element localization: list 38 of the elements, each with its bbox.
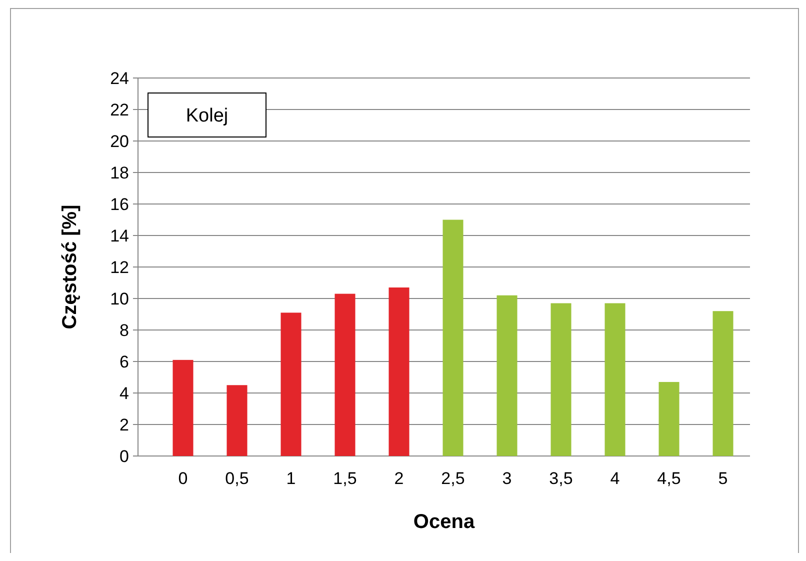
x-tick-label: 3 xyxy=(502,469,512,488)
y-tick-label: 4 xyxy=(120,384,129,403)
x-tick-label: 5 xyxy=(718,469,728,488)
x-tick-label: 2,5 xyxy=(441,469,465,488)
y-tick-label: 6 xyxy=(120,352,129,372)
bar xyxy=(658,382,680,456)
x-tick-label: 0 xyxy=(178,469,188,488)
y-tick-label: 14 xyxy=(110,226,129,246)
text: Kolej xyxy=(186,106,228,127)
bar xyxy=(334,294,356,456)
y-tick-label: 12 xyxy=(110,258,129,277)
bar xyxy=(226,385,248,456)
x-tick-label: 2 xyxy=(394,469,404,488)
bar xyxy=(442,220,464,456)
x-tick-label: 4 xyxy=(610,469,620,488)
x-axis-title: Ocena xyxy=(413,511,476,533)
bar xyxy=(388,287,410,456)
y-tick-label: 2 xyxy=(120,415,129,434)
bar xyxy=(172,360,194,456)
bar xyxy=(712,311,734,456)
x-tick-label: 1 xyxy=(286,469,296,488)
y-tick-label: 22 xyxy=(110,100,129,120)
y-tick-label: 24 xyxy=(110,68,129,88)
y-tick-label: 20 xyxy=(110,132,129,151)
y-tick-label: 16 xyxy=(110,194,129,214)
y-tick-label: 0 xyxy=(120,446,129,466)
y-tick-label: 8 xyxy=(120,320,129,340)
y-tick-label: 10 xyxy=(110,289,129,308)
bar xyxy=(496,295,518,456)
x-tick-label: 1,5 xyxy=(333,469,357,488)
bar xyxy=(550,303,572,456)
x-tick-label: 3,5 xyxy=(549,469,573,488)
x-tick-label: 0,5 xyxy=(225,469,249,488)
bar xyxy=(604,303,626,456)
y-tick-label: 18 xyxy=(110,163,129,182)
bar xyxy=(280,312,302,456)
y-axis-title: Częstość [%] xyxy=(59,204,81,330)
x-tick-label: 4,5 xyxy=(657,469,681,488)
